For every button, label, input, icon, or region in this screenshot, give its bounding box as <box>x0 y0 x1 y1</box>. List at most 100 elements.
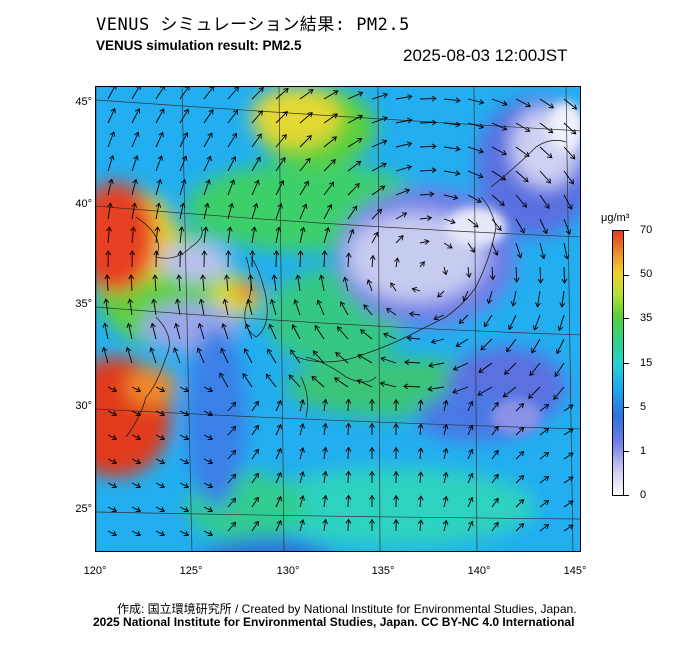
wind-arrow-head <box>369 518 375 524</box>
wind-arrow <box>443 218 456 224</box>
wind-arrow <box>275 472 282 484</box>
wind-arrow <box>515 122 530 132</box>
wind-arrow-head <box>246 298 252 305</box>
wind-arrow <box>155 87 165 100</box>
wind-arrow-head <box>111 434 118 441</box>
wind-arrow-head <box>386 308 392 314</box>
wind-arrow <box>539 266 542 284</box>
wind-arrow-head <box>468 448 474 455</box>
wind-arrow <box>299 227 305 244</box>
wind-arrow-head <box>204 202 210 209</box>
wind-arrow-head <box>468 496 474 503</box>
wind-arrow <box>467 401 473 412</box>
graticule <box>96 87 580 551</box>
wind-arrow-head <box>529 370 535 377</box>
wind-arrow <box>455 338 469 347</box>
wind-arrow-head <box>531 348 537 354</box>
wind-arrow-head <box>468 520 474 527</box>
wind-arrow <box>313 350 325 364</box>
wind-arrow <box>347 115 363 124</box>
wind-arrow-head <box>518 450 525 457</box>
wind-arrow <box>539 428 549 436</box>
wind-arrow <box>347 160 361 172</box>
wind-arrow <box>386 308 397 316</box>
lat-label-40: 40° <box>75 198 92 210</box>
wind-arrow-head <box>269 298 276 305</box>
wind-arrow <box>428 362 445 367</box>
wind-arrow-head <box>493 425 499 432</box>
wind-arrow-head <box>455 121 461 128</box>
wind-arrow <box>275 496 282 508</box>
wind-arrow <box>563 146 576 160</box>
wind-arrow-head <box>407 117 413 124</box>
wind-arrow <box>131 506 141 512</box>
wind-arrow-head <box>568 500 574 506</box>
wind-arrow <box>407 337 421 340</box>
wind-arrow <box>203 179 210 196</box>
wind-arrow <box>443 400 447 412</box>
wind-arrow <box>155 458 165 464</box>
wind-arrow <box>155 108 165 124</box>
wind-arrow-head <box>111 386 118 393</box>
wind-arrow-head <box>253 520 259 527</box>
wind-arrow <box>467 425 473 436</box>
wind-arrow <box>347 183 360 196</box>
wind-arrow <box>478 362 493 373</box>
wind-arrow-head <box>393 518 399 525</box>
wind-arrow-head <box>568 428 574 434</box>
wind-arrow <box>443 194 458 199</box>
wind-arrow-head <box>127 298 134 304</box>
wind-arrow-head <box>230 425 237 432</box>
wind-arrow <box>227 402 236 412</box>
wind-arrow <box>299 204 307 220</box>
wind-arrow <box>179 179 186 196</box>
wind-arrow-head <box>276 519 282 526</box>
wind-arrow-head <box>493 497 499 504</box>
wind-arrow <box>275 203 282 220</box>
wind-arrow <box>347 399 349 412</box>
wind-arrow <box>200 299 205 316</box>
wind-arrow <box>563 500 574 508</box>
wind-arrow-head <box>299 471 305 477</box>
wind-arrow-head <box>455 341 461 347</box>
wind-arrow <box>491 146 507 155</box>
wind-arrow <box>131 482 141 488</box>
wind-arrow-head <box>207 458 214 465</box>
wind-arrow <box>561 290 565 307</box>
wind-arrow-head <box>128 274 135 280</box>
wind-arrow-head <box>152 274 159 280</box>
wind-arrow <box>371 93 388 100</box>
wind-arrow-head <box>437 292 443 298</box>
wind-arrow-head <box>417 447 424 453</box>
wind-arrow-head <box>207 482 214 489</box>
wind-arrow-head <box>253 400 259 407</box>
wind-arrow-head <box>329 181 335 187</box>
wind-arrow-head <box>316 299 322 305</box>
wind-arrow-head <box>299 423 305 429</box>
wind-arrow <box>419 145 437 148</box>
wind-arrow <box>203 156 212 172</box>
wind-arrow <box>251 449 259 460</box>
wind-arrow-head <box>510 301 517 307</box>
wind-arrow-head <box>322 518 328 525</box>
wind-arrow-head <box>433 315 439 321</box>
wind-arrow-head <box>430 338 437 345</box>
wind-arrow-head <box>381 162 387 168</box>
wind-arrow-head <box>150 322 156 329</box>
wind-arrow <box>340 301 349 316</box>
wind-arrow-head <box>390 282 396 288</box>
wind-arrow-head <box>393 470 399 477</box>
wind-arrow <box>503 386 517 398</box>
wind-arrow-head <box>383 332 389 338</box>
wind-arrow-head <box>568 452 574 458</box>
wind-arrow-head <box>393 494 399 501</box>
wind-arrow <box>179 482 189 488</box>
wind-arrow <box>153 299 157 316</box>
wind-arrow-head <box>431 167 437 174</box>
wind-arrow-head <box>345 252 352 258</box>
wind-arrow <box>539 500 549 508</box>
wind-arrow <box>467 449 473 460</box>
wind-arrow-head <box>403 383 409 390</box>
wind-arrow <box>299 423 304 436</box>
wind-arrow-head <box>223 274 230 280</box>
